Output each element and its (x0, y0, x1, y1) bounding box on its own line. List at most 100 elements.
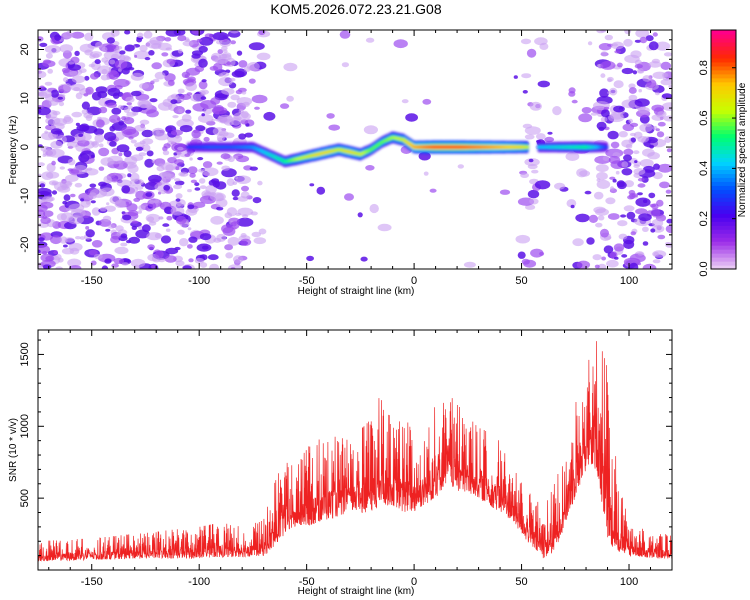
spectrogram-noise-blob (251, 94, 268, 104)
spectrogram-noise-blob (198, 80, 208, 90)
snr-y-tick-label: 1000 (19, 414, 31, 438)
spectrogram-noise-blob (57, 96, 63, 100)
spectrogram-noise-blob (173, 184, 183, 190)
spectrogram-noise-blob (185, 109, 192, 114)
spectrogram-noise-blob (225, 252, 234, 259)
colorbar-cell (711, 193, 736, 198)
colorbar-cell (711, 89, 736, 95)
spectrogram-noise-blob (147, 244, 155, 250)
spectrogram-noise-blob (527, 189, 540, 199)
spectrogram-noise-blob (170, 129, 183, 136)
spectrogram-noise-blob (38, 70, 47, 79)
colorbar-cell (711, 229, 736, 234)
spectrogram-noise-blob (100, 74, 109, 81)
colorbar-tick-label: 0.0 (698, 261, 710, 276)
spectrogram-noise-blob (216, 206, 224, 211)
spectrogram-noise-blob (38, 237, 45, 242)
spectrogram-noise-blob (624, 54, 640, 64)
snr-x-tick-label: -150 (81, 576, 103, 588)
spectrogram-noise-blob (621, 161, 629, 168)
spectrogram-noise-blob (600, 73, 606, 78)
spectrogram-noise-blob (544, 136, 555, 143)
spectrogram-noise-blob (94, 59, 101, 65)
spectrogram-noise-blob (142, 138, 154, 145)
spectrogram-noise-blob (222, 49, 228, 53)
spectrogram-y-tick-label: -10 (19, 188, 31, 204)
spectrogram-noise-blob (572, 238, 584, 247)
spectrogram-noise-blob (118, 54, 126, 61)
spectrogram-noise-blob (42, 60, 56, 68)
spectrogram-noise-blob (39, 183, 46, 188)
spectrogram-noise-blob (656, 131, 665, 138)
spectrogram-noise-blob (240, 233, 247, 238)
spectrogram-noise-blob (187, 166, 198, 175)
spectrogram-noise-blob (341, 62, 349, 68)
spectrogram-noise-blob (85, 226, 90, 230)
spectrogram-noise-blob (131, 225, 137, 230)
spectrogram-noise-blob (609, 176, 616, 180)
spectrogram-noise-blob (638, 213, 652, 222)
colorbar-cell (711, 257, 736, 262)
spectrogram-noise-blob (91, 141, 100, 148)
spectrogram-noise-blob (122, 214, 132, 221)
spectrogram-noise-blob (120, 242, 128, 247)
spectrogram-noise-blob (633, 150, 640, 155)
spectrogram-noise-blob (45, 116, 61, 125)
spectrogram-noise-blob (652, 32, 658, 37)
spectrogram-noise-blob (38, 192, 41, 197)
spectrogram-noise-blob (130, 72, 144, 81)
spectrogram-noise-blob (593, 191, 604, 200)
colorbar-cell (711, 77, 736, 83)
spectrogram-noise-blob (623, 154, 632, 162)
spectrogram-noise-blob (129, 178, 144, 187)
spectrogram-noise-blob (167, 157, 177, 164)
spectrogram-noise-blob (173, 154, 181, 159)
spectrogram-noise-blob (235, 175, 251, 184)
spectrogram-noise-blob (89, 183, 97, 188)
spectrogram-noise-blob (101, 265, 109, 269)
spectrogram-noise-blob (650, 228, 656, 233)
spectrogram-noise-blob (186, 92, 193, 96)
spectrogram-noise-blob (175, 193, 183, 199)
spectrogram-noise-blob (326, 113, 335, 119)
spectrogram-noise-blob (155, 250, 164, 259)
spectrogram-noise-blob (233, 255, 244, 264)
spectrogram-noise-blob (113, 78, 130, 88)
spectrogram-noise-blob (401, 99, 409, 104)
spectrogram-noise-blob (139, 119, 150, 125)
spectrogram-noise-blob (603, 245, 614, 254)
spectrogram-noise-blob (128, 236, 140, 244)
spectrogram-noise-blob (192, 201, 206, 208)
spectrogram-noise-blob (666, 148, 672, 153)
spectrogram-noise-blob (309, 183, 315, 187)
spectrogram-noise-blob (165, 30, 181, 37)
spectrogram-noise-blob (623, 205, 635, 212)
spectrogram-noise-blob (515, 234, 531, 244)
snr-x-tick-label: -100 (188, 576, 210, 588)
spectrogram-noise-blob (113, 257, 125, 265)
spectrogram-noise-blob (630, 137, 636, 143)
spectrogram-noise-blob (235, 212, 242, 216)
spectrogram-noise-blob (48, 180, 59, 186)
spectrogram-noise-blob (67, 64, 82, 71)
spectrogram-noise-blob (81, 101, 90, 110)
spectrogram-noise-blob (657, 121, 666, 127)
spectrogram-noise-blob (98, 147, 110, 157)
spectrogram-noise-blob (212, 127, 226, 136)
spectrogram-noise-blob (429, 188, 437, 193)
spectrogram-noise-blob (635, 30, 650, 38)
spectrogram-noise-blob (157, 102, 173, 111)
spectrogram-x-tick-label: -100 (188, 275, 210, 287)
spectrogram-noise-blob (119, 50, 126, 55)
spectrogram-noise-blob (127, 173, 132, 178)
spectrogram-noise-blob (634, 64, 643, 69)
spectrogram-noise-blob (657, 111, 665, 116)
spectrogram-noise-blob (662, 102, 672, 111)
spectrogram-noise-blob (59, 94, 66, 98)
spectrogram-noise-blob (575, 213, 590, 223)
snr-x-tick-label: -50 (299, 576, 315, 588)
spectrogram-noise-blob (648, 192, 656, 199)
spectrogram-noise-blob (593, 206, 606, 214)
colorbar-cell (711, 173, 736, 178)
